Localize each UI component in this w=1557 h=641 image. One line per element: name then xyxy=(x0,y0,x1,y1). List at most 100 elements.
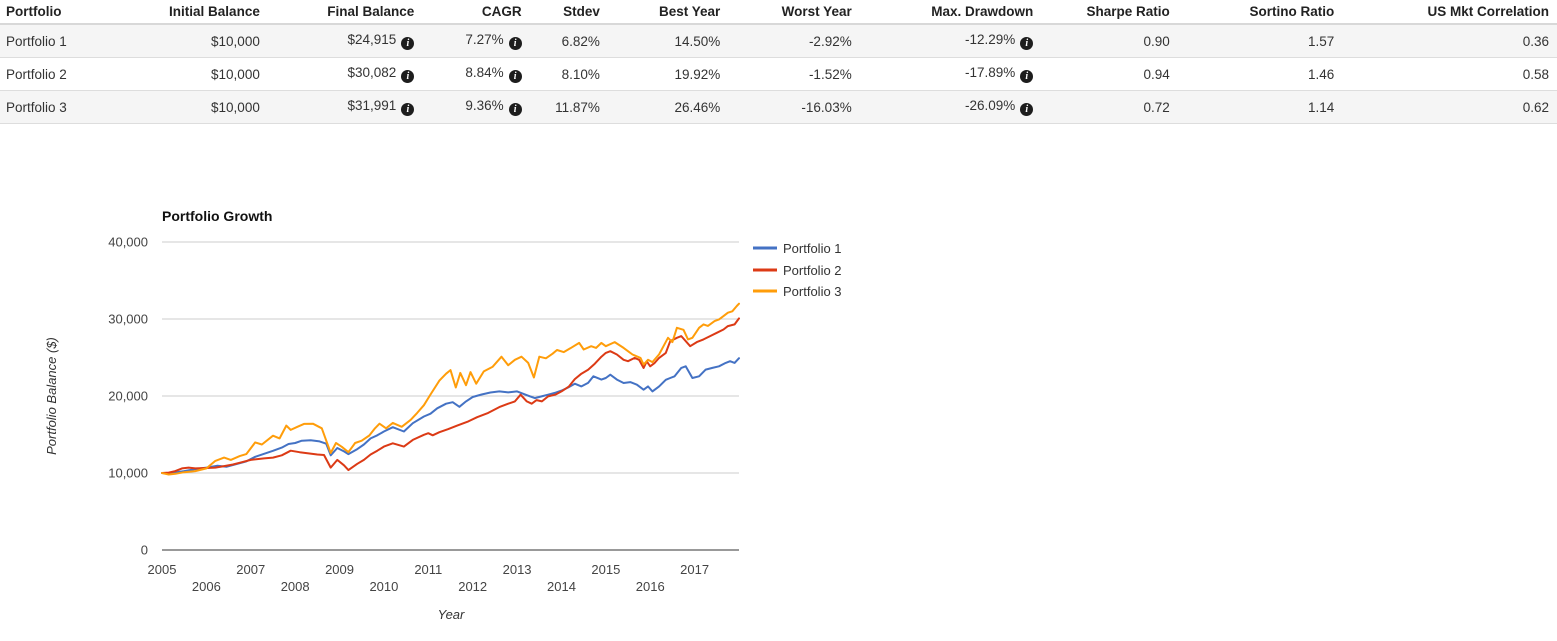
cell-max-drawdown: -17.89% i xyxy=(859,57,1042,91)
cell-final-balance: $24,915 i xyxy=(267,24,423,58)
gridlines xyxy=(162,241,739,551)
cagr-value: 9.36% xyxy=(465,98,504,113)
cell-max-drawdown: -26.09% i xyxy=(859,90,1042,124)
info-icon[interactable]: i xyxy=(401,37,415,50)
info-icon[interactable]: i xyxy=(508,103,522,116)
info-icon[interactable]: i xyxy=(401,103,415,116)
column-header-worst-year: Worst Year xyxy=(728,0,860,25)
cagr-value: 7.27% xyxy=(465,32,504,47)
cell-cagr: 8.84% i xyxy=(422,57,530,91)
portfolio-summary-table: Portfolio Initial Balance Final Balance … xyxy=(0,0,1557,124)
x-axis-title: Year xyxy=(438,607,465,622)
y-axis-title: Portfolio Balance ($) xyxy=(44,337,59,455)
cell-portfolio-name: Portfolio 3 xyxy=(0,90,151,124)
table-row-portfolio-2: Portfolio 2 $10,000 $30,082 i 8.84% i 8.10… xyxy=(0,57,1557,91)
x-tick-label-2005: 2005 xyxy=(148,562,177,577)
x-tick-label-2013: 2013 xyxy=(503,562,532,577)
cell-best-year: 26.46% xyxy=(607,90,729,124)
cell-portfolio-name: Portfolio 1 xyxy=(0,24,151,58)
x-tick-label-2010: 2010 xyxy=(369,579,398,594)
column-header-best-year: Best Year xyxy=(607,0,729,25)
y-tick-label: 10,000 xyxy=(108,466,148,481)
table-row-portfolio-3: Portfolio 3 $10,000 $31,991 i 9.36% i 11.8… xyxy=(0,90,1557,124)
x-tick-label-2012: 2012 xyxy=(458,579,487,594)
x-tick-label-2009: 2009 xyxy=(325,562,354,577)
series-lines xyxy=(161,302,740,476)
table-row-portfolio-1: Portfolio 1 $10,000 $24,915 i 7.27% i 6.82… xyxy=(0,24,1557,58)
x-tick-label-2007: 2007 xyxy=(236,562,265,577)
cell-sortino-ratio: 1.46 xyxy=(1177,57,1343,91)
x-axis-tick-labels: 2005 2006 2007 2008 2009 2010 2011 2012 2013 2014… xyxy=(148,562,710,594)
column-header-portfolio: Portfolio xyxy=(0,0,151,25)
max-drawdown-value: -26.09% xyxy=(965,98,1016,113)
legend-label: Portfolio 1 xyxy=(783,241,842,256)
final-balance-value: $31,991 xyxy=(347,98,397,113)
y-tick-label: 40,000 xyxy=(108,235,148,250)
cell-worst-year: -16.03% xyxy=(728,90,860,124)
final-balance-value: $30,082 xyxy=(347,65,397,80)
cell-stdev: 6.82% xyxy=(529,24,608,58)
cell-us-mkt-correlation: 0.58 xyxy=(1342,57,1557,91)
legend-label: Portfolio 2 xyxy=(783,263,842,278)
cell-us-mkt-correlation: 0.36 xyxy=(1342,24,1557,58)
x-tick-label-2015: 2015 xyxy=(591,562,620,577)
series-line-portfolio-3[interactable] xyxy=(161,302,740,476)
column-header-stdev: Stdev xyxy=(529,0,608,25)
info-icon[interactable]: i xyxy=(401,70,415,83)
cell-initial-balance: $10,000 xyxy=(150,24,268,58)
x-tick-label-2006: 2006 xyxy=(192,579,221,594)
cell-stdev: 8.10% xyxy=(529,57,608,91)
column-header-sharpe-ratio: Sharpe Ratio xyxy=(1041,0,1178,25)
cell-final-balance: $31,991 i xyxy=(267,90,423,124)
cell-sharpe-ratio: 0.94 xyxy=(1041,57,1178,91)
cell-worst-year: -1.52% xyxy=(728,57,860,91)
legend-label: Portfolio 3 xyxy=(783,284,842,299)
cagr-value: 8.84% xyxy=(465,65,504,80)
chart-legend: Portfolio 1 Portfolio 2 Portfolio 3 xyxy=(753,241,842,299)
y-axis-tick-labels: 0 10,000 20,000 30,000 40,000 xyxy=(108,235,148,558)
info-icon[interactable]: i xyxy=(1020,103,1034,116)
cell-final-balance: $30,082 i xyxy=(267,57,423,91)
legend-item-portfolio-1: Portfolio 1 xyxy=(753,241,842,256)
cell-sortino-ratio: 1.57 xyxy=(1177,24,1343,58)
info-icon[interactable]: i xyxy=(508,37,522,50)
cell-best-year: 19.92% xyxy=(607,57,729,91)
chart-title: Portfolio Growth xyxy=(162,208,272,224)
y-tick-label: 20,000 xyxy=(108,389,148,404)
x-tick-label-2017: 2017 xyxy=(680,562,709,577)
max-drawdown-value: -17.89% xyxy=(965,65,1016,80)
cell-worst-year: -2.92% xyxy=(728,24,860,58)
series-line-portfolio-1[interactable] xyxy=(161,357,740,475)
x-tick-label-2014: 2014 xyxy=(547,579,576,594)
info-icon[interactable]: i xyxy=(1020,70,1034,83)
legend-item-portfolio-3: Portfolio 3 xyxy=(753,284,842,299)
cell-initial-balance: $10,000 xyxy=(150,90,268,124)
cell-max-drawdown: -12.29% i xyxy=(859,24,1042,58)
series-line-portfolio-2[interactable] xyxy=(161,317,740,474)
x-tick-label-2016: 2016 xyxy=(636,579,665,594)
info-icon[interactable]: i xyxy=(508,70,522,83)
x-tick-label-2008: 2008 xyxy=(281,579,310,594)
cell-us-mkt-correlation: 0.62 xyxy=(1342,90,1557,124)
x-tick-label-2011: 2011 xyxy=(414,562,442,577)
column-header-cagr: CAGR xyxy=(422,0,530,25)
legend-item-portfolio-2: Portfolio 2 xyxy=(753,263,842,278)
column-header-sortino-ratio: Sortino Ratio xyxy=(1177,0,1343,25)
column-header-max-drawdown: Max. Drawdown xyxy=(859,0,1042,25)
table-header-row: Portfolio Initial Balance Final Balance … xyxy=(0,0,1557,25)
portfolio-growth-chart[interactable]: Portfolio Growth 0 10,000 20,000 30,000 40,0… xyxy=(0,124,1557,636)
final-balance-value: $24,915 xyxy=(347,32,397,47)
column-header-final-balance: Final Balance xyxy=(267,0,423,25)
y-tick-label: 0 xyxy=(141,543,148,558)
column-header-us-mkt-correlation: US Mkt Correlation xyxy=(1342,0,1557,25)
cell-cagr: 9.36% i xyxy=(422,90,530,124)
cell-portfolio-name: Portfolio 2 xyxy=(0,57,151,91)
cell-best-year: 14.50% xyxy=(607,24,729,58)
cell-stdev: 11.87% xyxy=(529,90,608,124)
cell-initial-balance: $10,000 xyxy=(150,57,268,91)
column-header-initial-balance: Initial Balance xyxy=(150,0,268,25)
cell-sharpe-ratio: 0.90 xyxy=(1041,24,1178,58)
cell-sharpe-ratio: 0.72 xyxy=(1041,90,1178,124)
cell-cagr: 7.27% i xyxy=(422,24,530,58)
info-icon[interactable]: i xyxy=(1020,37,1034,50)
